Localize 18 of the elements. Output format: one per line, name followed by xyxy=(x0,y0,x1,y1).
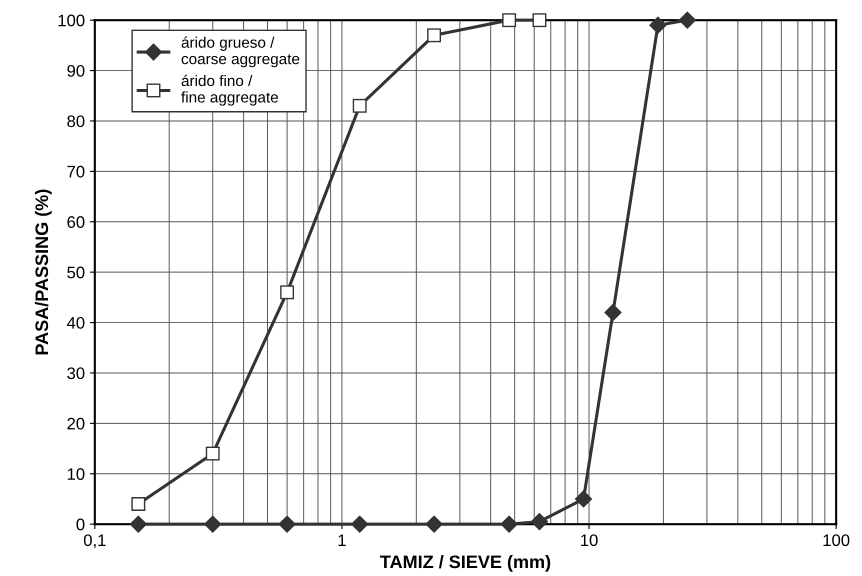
y-tick-label: 10 xyxy=(68,468,84,480)
legend-label: árido fino / fine aggregate xyxy=(181,74,278,106)
x-tick-label: 100 xyxy=(824,534,850,546)
y-tick-label: 50 xyxy=(67,266,84,278)
y-tick-label: 90 xyxy=(67,64,84,77)
x-tick-label: 10 xyxy=(581,534,598,546)
y-tick-label: 30 xyxy=(67,367,84,380)
y-tick-label: 100 xyxy=(58,14,84,26)
y-tick-label: 40 xyxy=(66,316,84,329)
x-tick-label: 1 xyxy=(338,534,346,546)
y-tick-label: 0 xyxy=(76,518,84,530)
y-axis-title: PASA/PASSING (%) xyxy=(34,190,52,354)
y-tick-label: 80 xyxy=(67,115,84,128)
y-tick-label: 20 xyxy=(67,418,84,430)
x-tick-label: 0,1 xyxy=(84,534,106,548)
y-tick-label: 70 xyxy=(67,166,84,178)
y-tick-label: 60 xyxy=(67,216,84,228)
x-axis-title: TAMIZ / SIEVE (mm) xyxy=(380,554,550,572)
